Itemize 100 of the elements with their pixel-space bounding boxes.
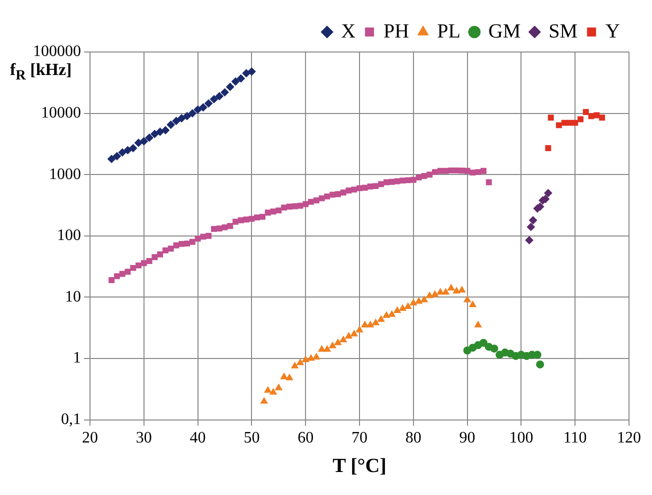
point xyxy=(479,338,488,347)
point xyxy=(166,120,175,129)
point xyxy=(399,304,406,311)
x-tick-label: 100 xyxy=(509,430,534,447)
point xyxy=(270,388,277,395)
legend-label: Y xyxy=(606,20,620,42)
y-tick-label: 100000 xyxy=(33,43,81,60)
point xyxy=(220,88,229,96)
point xyxy=(260,397,268,404)
point xyxy=(474,321,482,328)
point xyxy=(340,336,347,342)
point xyxy=(302,356,310,362)
point xyxy=(525,236,534,244)
point xyxy=(329,342,336,348)
point xyxy=(312,353,320,360)
point xyxy=(324,346,331,352)
point xyxy=(372,318,380,326)
point xyxy=(248,68,256,76)
point xyxy=(464,296,471,302)
point xyxy=(150,130,159,138)
y-axis-title: f$_{R}$ [kHz] xyxy=(10,60,72,84)
x-tick-label: 70 xyxy=(352,430,368,447)
legend-label: GM xyxy=(488,20,521,42)
point xyxy=(356,326,364,332)
legend-label: PL xyxy=(437,20,460,42)
point xyxy=(242,69,250,78)
point xyxy=(442,288,450,295)
point xyxy=(124,146,132,154)
point xyxy=(140,137,148,146)
point xyxy=(183,112,192,120)
point xyxy=(129,144,138,152)
point xyxy=(345,332,352,339)
x-tick-label: 80 xyxy=(405,430,422,447)
point xyxy=(226,82,234,91)
point xyxy=(210,95,218,104)
x-axis-title: T [°C] xyxy=(332,455,386,478)
point xyxy=(536,360,544,368)
point xyxy=(458,286,466,292)
point xyxy=(566,120,573,126)
point xyxy=(172,116,180,125)
point xyxy=(490,344,498,353)
point xyxy=(582,109,589,115)
point xyxy=(544,189,552,198)
point xyxy=(548,114,554,121)
point xyxy=(307,354,315,361)
point xyxy=(366,321,374,328)
point xyxy=(108,154,116,163)
point xyxy=(194,106,202,114)
point xyxy=(599,114,606,121)
point xyxy=(594,112,600,118)
point xyxy=(378,316,385,322)
point xyxy=(232,78,240,86)
point xyxy=(188,109,196,118)
point xyxy=(275,384,282,390)
point xyxy=(350,330,358,336)
x-tick-label: 120 xyxy=(617,430,641,447)
point xyxy=(145,134,154,142)
point xyxy=(215,92,224,100)
point xyxy=(382,312,390,318)
x-tick-label: 90 xyxy=(459,430,476,447)
point xyxy=(426,292,434,298)
point xyxy=(394,306,401,314)
point xyxy=(134,138,143,147)
legend-label: X xyxy=(341,20,356,42)
point xyxy=(361,321,368,328)
point xyxy=(420,296,428,302)
point xyxy=(578,116,584,122)
x-tick-label: 110 xyxy=(563,430,587,447)
point xyxy=(264,386,272,393)
point xyxy=(448,284,455,290)
y-tick-label: 1 xyxy=(73,350,81,367)
y-tick-label: 1000 xyxy=(49,166,81,183)
point xyxy=(452,287,460,294)
x-tick-label: 40 xyxy=(190,430,206,447)
point xyxy=(431,290,438,297)
point xyxy=(161,126,170,134)
point xyxy=(415,298,422,304)
point xyxy=(545,145,552,152)
y-tick-label: 0,1 xyxy=(61,411,81,428)
point xyxy=(469,300,476,308)
y-tick-label: 100 xyxy=(57,227,81,244)
point xyxy=(526,222,535,231)
point xyxy=(112,152,121,160)
point xyxy=(410,299,417,306)
point xyxy=(556,122,562,128)
y-tick-label: 10 xyxy=(65,288,81,306)
x-tick-label: 30 xyxy=(136,430,152,447)
point xyxy=(529,216,538,224)
point xyxy=(436,288,444,295)
point xyxy=(286,374,293,380)
point xyxy=(404,302,412,309)
point xyxy=(318,346,326,352)
point xyxy=(334,338,342,346)
x-tick-label: 60 xyxy=(298,430,314,447)
point xyxy=(204,99,213,108)
y-tick-label: 10000 xyxy=(41,104,81,122)
legend-label: PH xyxy=(384,20,410,42)
point xyxy=(236,74,245,82)
point xyxy=(178,114,186,122)
legend-label: SM xyxy=(548,20,578,42)
